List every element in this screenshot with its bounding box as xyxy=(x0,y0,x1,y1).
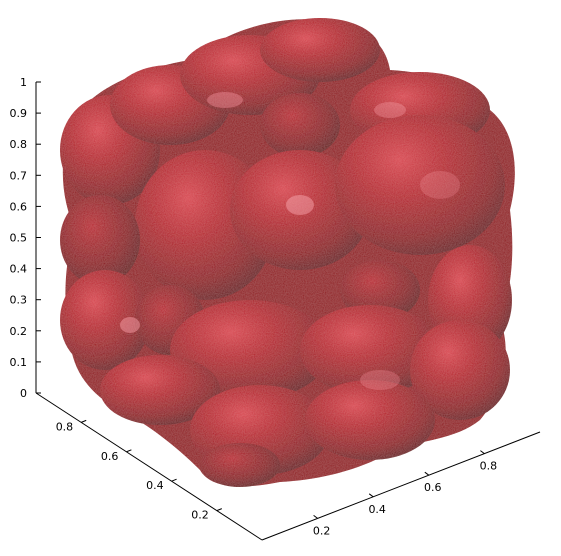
y-tick-mark xyxy=(81,419,87,423)
y-axis-line xyxy=(35,392,263,541)
z-tick-label: 0.1 xyxy=(10,356,28,369)
z-tick-label: 0.3 xyxy=(10,294,28,307)
y-tick-label: 0.4 xyxy=(146,479,164,492)
blob xyxy=(100,355,220,425)
y-tick-label: 0.2 xyxy=(191,509,209,522)
blob xyxy=(340,260,420,320)
x-tick-label: 0.6 xyxy=(424,481,442,494)
x-tick-label: 0.2 xyxy=(313,524,331,537)
x-tick-mark xyxy=(480,450,485,455)
y-tick-label: 0.6 xyxy=(101,450,119,463)
blob xyxy=(410,320,510,420)
blob xyxy=(60,195,140,285)
x-tick-mark xyxy=(313,515,318,519)
y-tick-mark xyxy=(126,449,132,453)
z-tick-label: 0.5 xyxy=(10,232,28,245)
isosurface xyxy=(60,18,515,487)
z-tick-label: 0.8 xyxy=(10,138,28,151)
x-tick-label: 0.4 xyxy=(368,503,386,516)
blob xyxy=(260,18,380,82)
highlight xyxy=(420,171,460,199)
y-tick-mark xyxy=(171,478,177,482)
blob xyxy=(300,305,440,395)
highlight xyxy=(207,92,243,108)
blob xyxy=(260,93,340,157)
z-tick-label: 0.9 xyxy=(10,107,28,120)
x-tick-label: 0.8 xyxy=(480,460,498,473)
blob xyxy=(305,380,435,460)
x-tick-mark xyxy=(424,471,430,476)
y-axis-ticks: 0.8 0.6 0.4 0.2 xyxy=(56,419,222,522)
highlight xyxy=(360,370,400,390)
blob xyxy=(200,443,280,487)
y-tick-mark xyxy=(216,508,222,512)
z-tick-label: 0.2 xyxy=(10,325,28,338)
highlight xyxy=(374,102,406,118)
x-axis-ticks: 0.2 0.4 0.6 0.8 xyxy=(313,450,498,537)
y-tick-label: 0.8 xyxy=(56,420,74,433)
z-tick-label: 1 xyxy=(20,76,27,89)
z-tick-label: 0.6 xyxy=(10,200,28,213)
z-tick-label: 0.7 xyxy=(10,169,28,182)
blob xyxy=(60,270,150,370)
z-axis-ticks: 0 0.1 0.2 0.3 0.4 0.5 0.6 0.7 0.8 0.9 1 xyxy=(10,76,41,400)
highlight xyxy=(120,317,140,333)
x-axis-line xyxy=(261,431,541,541)
highlight xyxy=(286,195,314,215)
z-tick-label: 0 xyxy=(20,387,27,400)
x-tick-mark xyxy=(368,493,374,498)
z-tick-label: 0.4 xyxy=(10,263,28,276)
